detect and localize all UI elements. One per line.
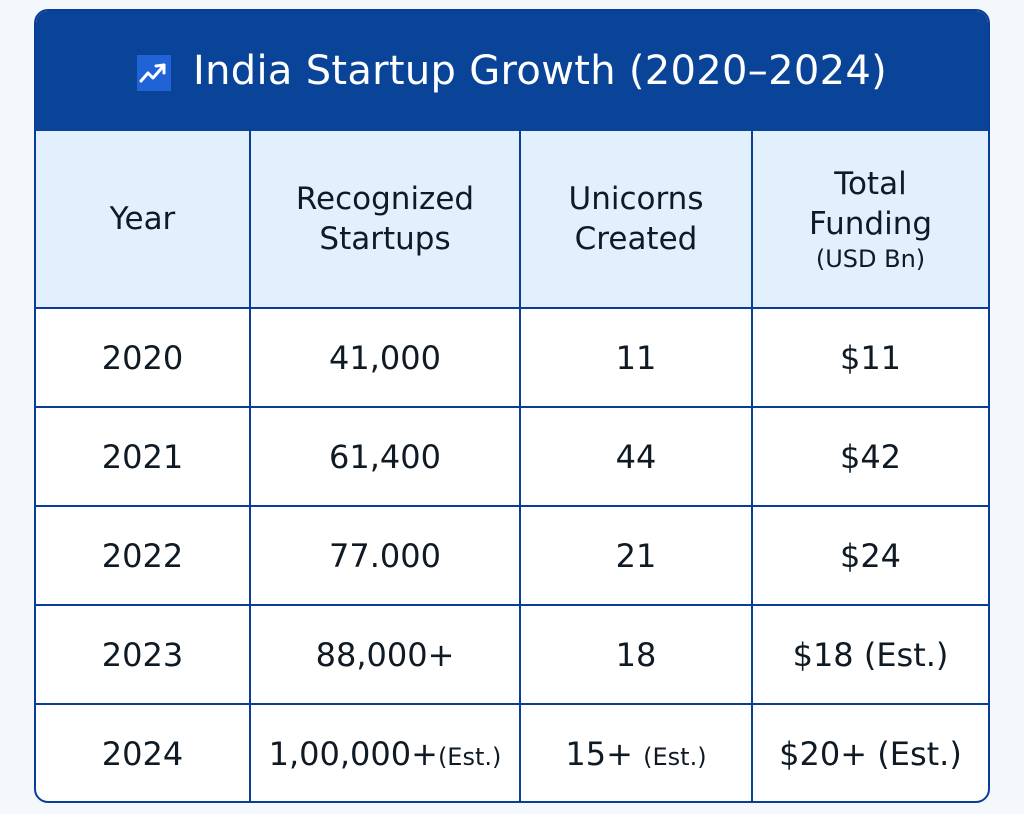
cell-year: 2022 xyxy=(36,505,251,606)
unicorns-value: 44 xyxy=(615,437,657,476)
cell-startups: 61,400 xyxy=(249,406,521,507)
cell-unicorns: 44 xyxy=(519,406,753,507)
cell-unicorns: 11 xyxy=(519,307,753,408)
year-value: 2020 xyxy=(101,338,184,377)
unicorns-value: 11 xyxy=(615,338,657,377)
startups-value: 77.000 xyxy=(329,536,441,575)
growth-table: Year Recognized Startups Unicorns Create… xyxy=(36,131,988,801)
funding-value: $18 (Est.) xyxy=(792,635,949,674)
year-value: 2021 xyxy=(101,437,184,476)
column-header-label: Unicorns Created xyxy=(568,181,704,257)
column-header-sublabel: (USD Bn) xyxy=(815,245,926,273)
cell-startups: 1,00,000+(Est.) xyxy=(249,703,521,801)
table-row: 2020 41,000 11 $11 xyxy=(36,307,988,408)
cell-startups: 88,000+ xyxy=(249,604,521,705)
startups-value: 88,000+ xyxy=(315,635,455,674)
funding-value: $24 xyxy=(839,536,902,575)
startups-note-value: (Est.) xyxy=(437,742,502,771)
year-value: 2023 xyxy=(101,635,184,674)
table-row: 2024 1,00,000+(Est.) 15+ (Est.) $20+ (Es… xyxy=(36,703,988,801)
startups-value: 1,00,000+ xyxy=(268,734,438,773)
startups-value: 61,400 xyxy=(329,437,441,476)
cell-year: 2024 xyxy=(36,703,251,801)
cell-funding: $11 xyxy=(751,307,988,408)
cell-funding: $24 xyxy=(751,505,988,606)
funding-value: $20+ (Est.) xyxy=(779,734,962,773)
cell-funding: $18 (Est.) xyxy=(751,604,988,705)
column-header-year: Year xyxy=(36,131,251,309)
unicorns-note-value: (Est.) xyxy=(643,742,707,771)
cell-funding: $42 xyxy=(751,406,988,507)
column-header-label: Year xyxy=(109,201,176,237)
column-header-funding: Total Funding (USD Bn) xyxy=(751,131,988,309)
cell-year: 2021 xyxy=(36,406,251,507)
cell-startups: 41,000 xyxy=(249,307,521,408)
table-row: 2022 77.000 21 $24 xyxy=(36,505,988,606)
funding-value: $11 xyxy=(839,338,902,377)
startup-growth-card: India Startup Growth (2020–2024) Year Re… xyxy=(34,9,990,803)
year-value: 2022 xyxy=(101,536,184,575)
column-header-startups: Recognized Startups xyxy=(249,131,521,309)
column-header-label: Recognized Startups xyxy=(295,181,475,257)
column-header-unicorns: Unicorns Created xyxy=(519,131,753,309)
year-value: 2024 xyxy=(101,734,184,773)
unicorns-value: 18 xyxy=(615,635,657,674)
unicorns-value: 15+ xyxy=(565,734,644,773)
trending-up-icon xyxy=(137,55,172,91)
cell-year: 2023 xyxy=(36,604,251,705)
funding-value: $42 xyxy=(839,437,902,476)
cell-unicorns: 15+ (Est.) xyxy=(519,703,753,801)
startups-value: 41,000 xyxy=(329,338,441,377)
cell-unicorns: 21 xyxy=(519,505,753,606)
table-row: 2021 61,400 44 $42 xyxy=(36,406,988,507)
cell-unicorns: 18 xyxy=(519,604,753,705)
title-band: India Startup Growth (2020–2024) xyxy=(36,11,988,131)
unicorns-value: 21 xyxy=(615,536,657,575)
table-row: 2023 88,000+ 18 $18 (Est.) xyxy=(36,604,988,705)
cell-startups: 77.000 xyxy=(249,505,521,606)
page-title: India Startup Growth (2020–2024) xyxy=(193,48,887,94)
column-header-label: Total Funding xyxy=(808,166,933,242)
header-row: Year Recognized Startups Unicorns Create… xyxy=(36,131,988,309)
cell-year: 2020 xyxy=(36,307,251,408)
cell-funding: $20+ (Est.) xyxy=(751,703,988,801)
